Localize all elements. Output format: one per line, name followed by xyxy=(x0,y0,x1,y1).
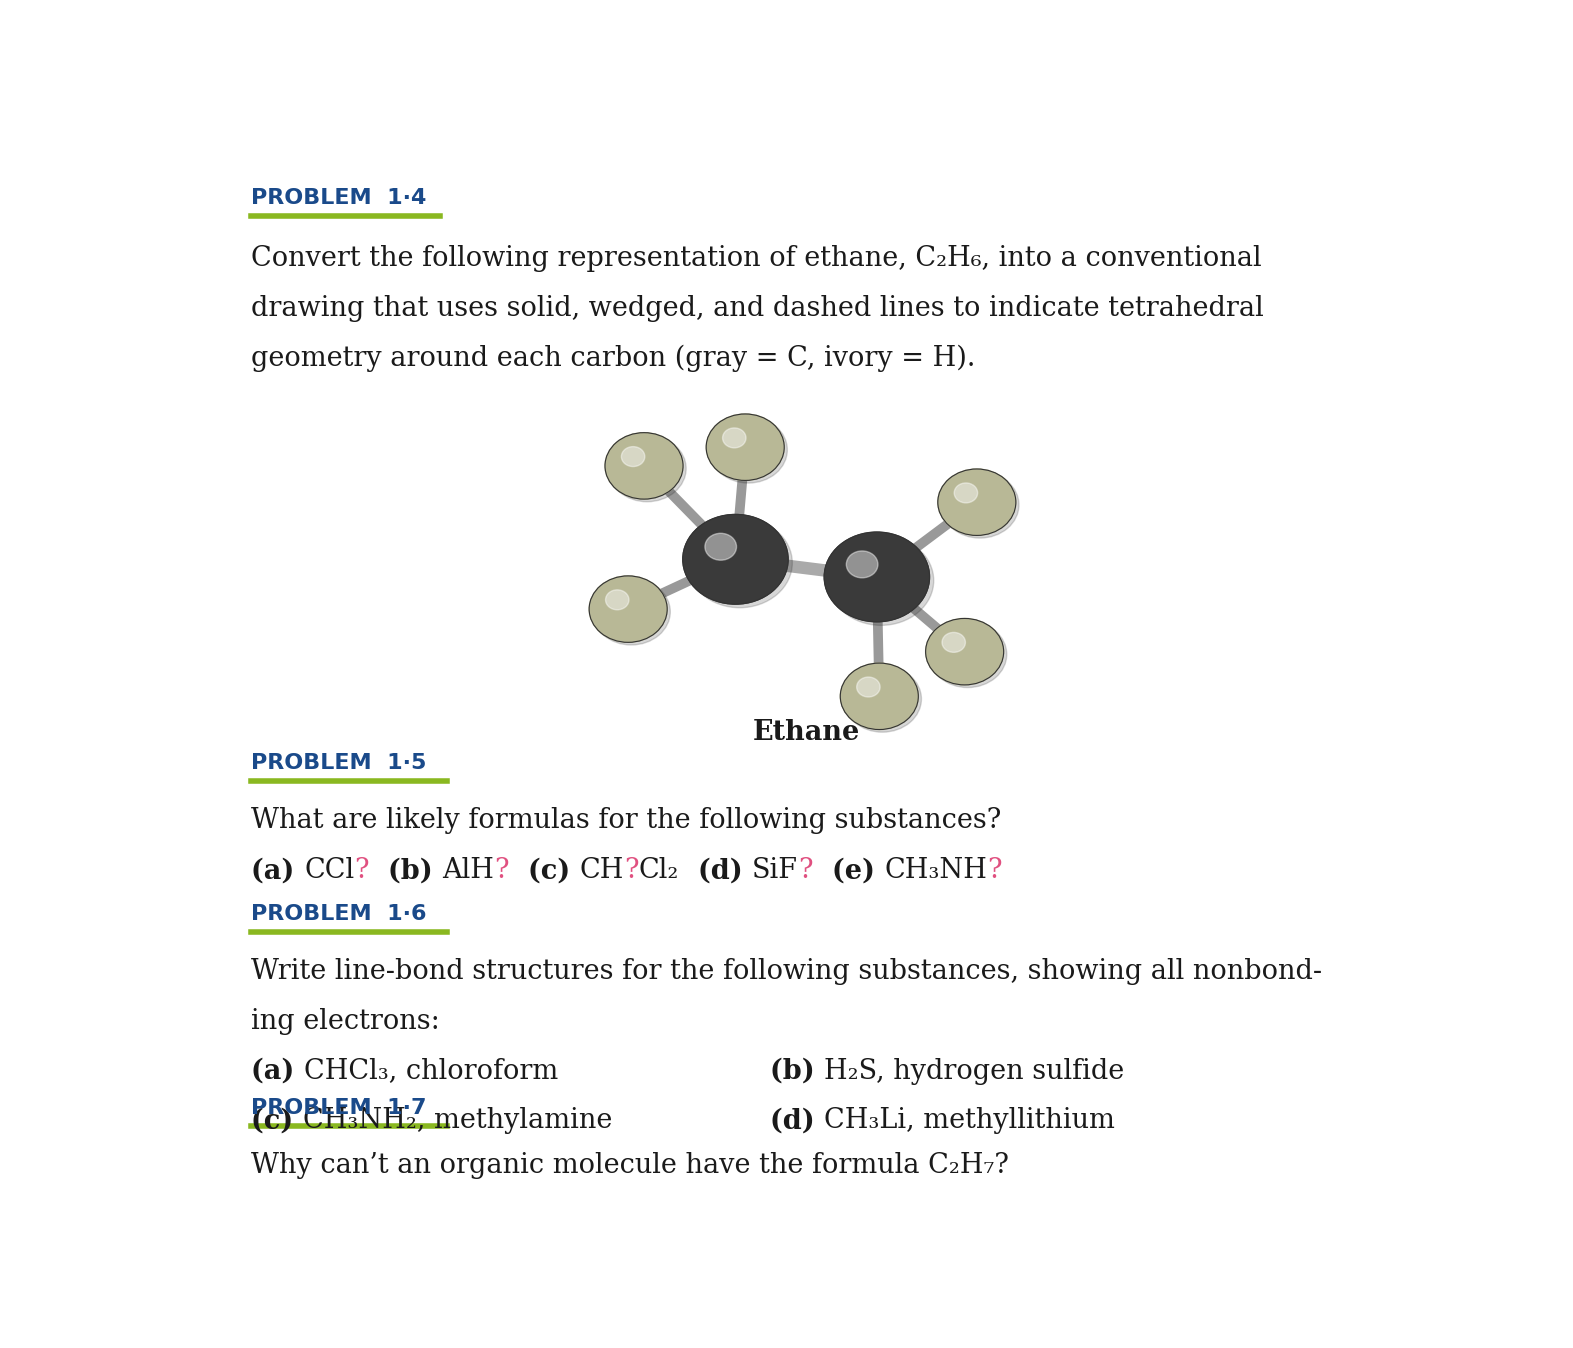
Text: What are likely formulas for the following substances?: What are likely formulas for the followi… xyxy=(252,807,1002,834)
Circle shape xyxy=(606,433,683,499)
Circle shape xyxy=(683,515,788,604)
Circle shape xyxy=(942,632,966,652)
Circle shape xyxy=(857,677,879,697)
Text: ?: ? xyxy=(798,857,813,884)
Text: CH: CH xyxy=(579,857,624,884)
Circle shape xyxy=(829,535,934,625)
Text: (a): (a) xyxy=(252,857,304,884)
Text: ?: ? xyxy=(354,857,370,884)
Circle shape xyxy=(938,469,1016,535)
Text: Write line-bond structures for the following substances, showing all nonbond-: Write line-bond structures for the follo… xyxy=(252,958,1323,985)
Text: Cl₂: Cl₂ xyxy=(639,857,680,884)
Text: PROBLEM  1·6: PROBLEM 1·6 xyxy=(252,905,426,923)
Text: PROBLEM  1·5: PROBLEM 1·5 xyxy=(252,754,426,774)
Text: (d): (d) xyxy=(769,1107,824,1134)
Text: (c): (c) xyxy=(252,1107,304,1134)
Text: (e): (e) xyxy=(813,857,884,884)
Text: (b): (b) xyxy=(370,857,442,884)
Circle shape xyxy=(687,518,793,608)
Circle shape xyxy=(593,578,670,644)
Text: CHCl₃, chloroform: CHCl₃, chloroform xyxy=(304,1058,558,1085)
Text: geometry around each carbon (gray = C, ivory = H).: geometry around each carbon (gray = C, i… xyxy=(252,345,975,372)
Text: (b): (b) xyxy=(769,1058,824,1085)
Text: ?: ? xyxy=(624,857,639,884)
Text: ?: ? xyxy=(494,857,508,884)
Circle shape xyxy=(928,621,1007,687)
Text: SiF: SiF xyxy=(752,857,798,884)
Text: CH₃NH: CH₃NH xyxy=(884,857,988,884)
Circle shape xyxy=(722,427,746,448)
Text: drawing that uses solid, wedged, and dashed lines to indicate tetrahedral: drawing that uses solid, wedged, and das… xyxy=(252,295,1265,322)
Text: Ethane: Ethane xyxy=(752,718,860,747)
Text: AlH: AlH xyxy=(442,857,494,884)
Text: Convert the following representation of ethane, C₂H₆, into a conventional: Convert the following representation of … xyxy=(252,245,1262,272)
Circle shape xyxy=(621,446,645,466)
Text: Why can’t an organic molecule have the formula C₂H₇?: Why can’t an organic molecule have the f… xyxy=(252,1153,1010,1180)
Text: (d): (d) xyxy=(680,857,752,884)
Circle shape xyxy=(705,534,736,561)
Text: H₂S, hydrogen sulfide: H₂S, hydrogen sulfide xyxy=(824,1058,1125,1085)
Circle shape xyxy=(606,590,629,609)
Text: CCl: CCl xyxy=(304,857,354,884)
Text: (a): (a) xyxy=(252,1058,304,1085)
Text: ing electrons:: ing electrons: xyxy=(252,1008,440,1035)
Circle shape xyxy=(590,576,667,643)
Circle shape xyxy=(843,666,922,732)
Circle shape xyxy=(925,619,1004,685)
Text: (c): (c) xyxy=(508,857,579,884)
Circle shape xyxy=(709,417,788,483)
Circle shape xyxy=(941,472,1019,538)
Text: CH₃Li, methyllithium: CH₃Li, methyllithium xyxy=(824,1107,1115,1134)
Text: PROBLEM  1·4: PROBLEM 1·4 xyxy=(252,187,426,208)
Text: ?: ? xyxy=(988,857,1002,884)
Circle shape xyxy=(824,532,930,621)
Circle shape xyxy=(846,551,878,578)
Circle shape xyxy=(840,663,919,729)
Circle shape xyxy=(955,483,977,503)
Text: CH₃NH₂, methylamine: CH₃NH₂, methylamine xyxy=(304,1107,612,1134)
Circle shape xyxy=(706,414,785,480)
Text: PROBLEM  1·7: PROBLEM 1·7 xyxy=(252,1099,426,1117)
Circle shape xyxy=(609,435,686,501)
